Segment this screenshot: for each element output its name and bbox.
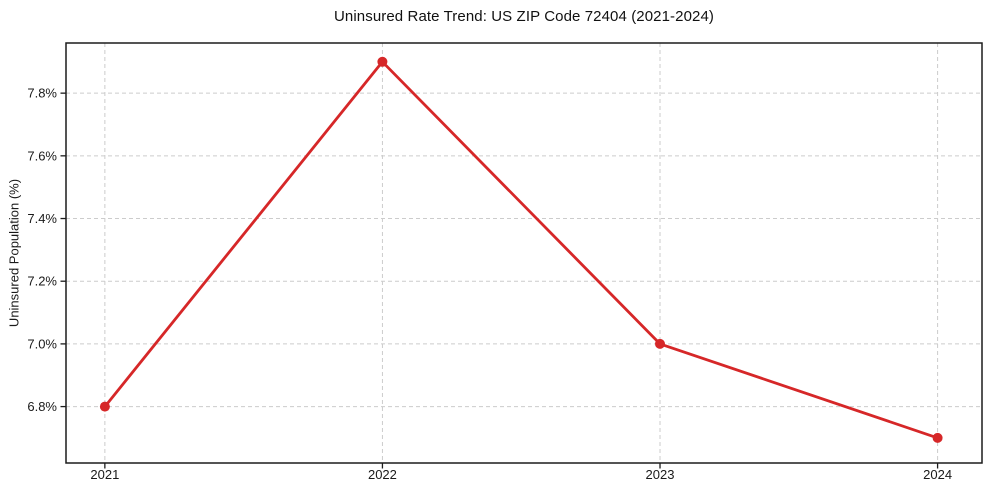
axes-frame	[60, 42, 983, 469]
y-tick-label: 7.2%	[27, 274, 57, 289]
y-tick-label: 7.0%	[27, 336, 57, 351]
y-tick-label: 7.6%	[27, 148, 57, 163]
plot-border	[65, 42, 983, 464]
data-point	[655, 338, 665, 349]
data-point	[932, 432, 943, 443]
y-tick-label: 7.4%	[27, 211, 57, 226]
y-tick-label: 6.8%	[27, 399, 57, 414]
x-tick-label: 2023	[646, 467, 675, 482]
x-tick-label: 2022	[368, 467, 397, 482]
chart-title: Uninsured Rate Trend: US ZIP Code 72404 …	[333, 8, 715, 25]
data-point	[377, 56, 388, 67]
axis-tick-labels: 6.8% 7.0% 7.2% 7.4% 7.6% 7.8% 2021 2022 2023 2024	[27, 86, 952, 482]
series-line	[103, 60, 939, 440]
y-tick-label: 7.8%	[27, 86, 57, 101]
x-tick-label: 2021	[90, 467, 119, 482]
trend-line	[99, 56, 943, 443]
gridlines	[66, 43, 982, 463]
data-point	[99, 401, 110, 412]
x-tick-label: 2024	[923, 467, 952, 482]
